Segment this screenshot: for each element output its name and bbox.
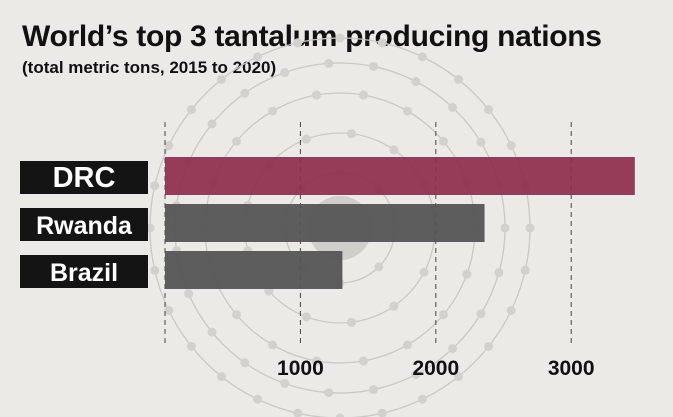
chart-title: World’s top 3 tantalum producing nations [22,20,602,53]
electron-dot [301,312,311,322]
category-label: DRC [53,162,116,194]
electron-dot [268,106,277,116]
electron-dot [417,394,427,404]
electron-dot [374,262,384,272]
x-tick-label: 2000 [412,357,459,380]
category-label: Rwanda [36,212,133,240]
electron-dot [253,52,263,62]
electron-dot [484,341,494,351]
electron-dot [494,268,504,278]
electron-dot [358,356,368,366]
electron-dot [389,145,399,155]
bar-brazil [165,251,343,289]
electron-dot [186,105,196,115]
electron-dot [280,68,290,78]
electron-dot [280,378,290,388]
electron-dot [448,102,458,112]
electron-dot [462,269,472,279]
electron-dot [186,341,196,351]
electron-dot [358,90,368,100]
electron-dot [324,58,334,68]
electron-dot [476,309,486,319]
electron-dot [389,301,399,311]
chart-subtitle: (total metric tons, 2015 to 2020) [22,58,277,77]
electron-dot [164,141,174,151]
electron-dot [184,289,194,299]
electron-dot [438,136,448,146]
category-label-box [20,255,148,288]
electron-dot [240,88,250,98]
electron-dot [232,310,242,320]
bar-rwanda [165,204,485,242]
electron-dot [217,74,227,84]
bar-drc [165,157,635,195]
electron-dot [438,310,448,320]
electron-dot [506,305,516,315]
category-label-box [20,161,148,194]
electron-dot [411,76,421,86]
category-labels: DRC Rwanda Brazil [20,161,148,288]
electron-dot [293,38,303,48]
electron-dot [377,38,387,48]
bars [165,157,635,289]
electron-dot [346,129,356,139]
electron-dot [324,388,334,398]
electron-dot [520,265,530,275]
electron-dot [448,344,458,354]
electron-dot [453,372,463,382]
electron-dot [346,317,356,327]
electron-dot [417,52,427,62]
electron-dot [476,137,486,147]
category-label: Brazil [50,259,118,287]
electron-dot [335,413,345,417]
electron-dot [506,141,516,151]
electron-dot [411,370,421,380]
electron-dot [525,223,535,233]
electron-dot [369,61,379,71]
electron-dot [500,223,510,233]
x-axis-ticks: 1000 2000 3000 [277,357,595,380]
electron-dot [150,265,160,275]
electron-dot [335,33,345,43]
electron-dot [268,340,277,350]
electron-dot [240,358,250,368]
electron-dot [217,372,227,382]
electron-dot [369,385,379,395]
electron-dot [293,408,303,417]
electron-dot [403,106,412,116]
electron-dot [232,136,242,146]
electron-dot [419,267,429,277]
electron-dot [484,105,494,115]
category-label-box [20,208,148,241]
electron-dot [453,74,463,84]
electron-dot [164,305,174,315]
electron-dot [150,181,160,191]
x-tick-label: 1000 [277,357,324,380]
electron-dot [312,356,322,366]
electron-dot [312,90,322,100]
electron-dot [301,134,311,144]
x-tick-label: 3000 [548,357,595,380]
electron-dot [253,394,263,404]
electron-dot [207,119,217,129]
electron-dot [207,327,217,337]
electron-dot [403,340,412,350]
electron-dot [377,408,387,417]
